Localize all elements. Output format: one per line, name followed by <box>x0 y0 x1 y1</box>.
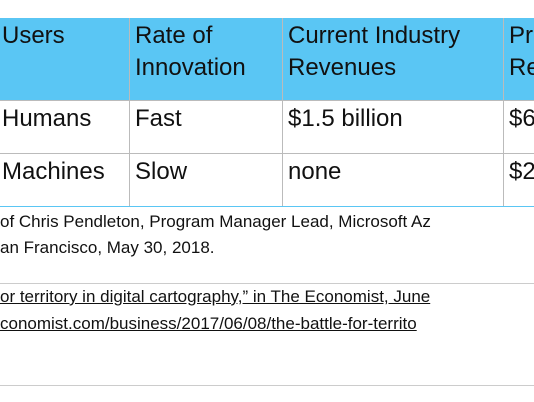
table-cell: $2 <box>504 154 534 207</box>
header-cell: Rate of Innovation <box>130 18 283 101</box>
header-text: Current Industry <box>288 22 461 49</box>
table-cell: Humans <box>0 101 130 154</box>
header-text: Revenues <box>288 54 397 81</box>
header-text: Re <box>509 54 534 81</box>
header-cell: Users <box>0 18 130 101</box>
table-cell: Machines <box>0 154 130 207</box>
separator <box>0 385 534 386</box>
table-cell: Slow <box>130 154 283 207</box>
note-line: an Francisco, May 30, 2018. <box>0 238 215 257</box>
table-cell: none <box>283 154 504 207</box>
separator <box>0 283 534 284</box>
table-cell: Fast <box>130 101 283 154</box>
header-text: Innovation <box>135 54 246 81</box>
link-line[interactable]: conomist.com/business/2017/06/08/the-bat… <box>0 314 417 333</box>
table-cell: $6 <box>504 101 534 154</box>
table-bottom-rule <box>0 206 534 207</box>
link-line[interactable]: or territory in digital cartography,” in… <box>0 287 431 306</box>
note-line: of Chris Pendleton, Program Manager Lead… <box>0 212 431 231</box>
header-text: Users <box>2 22 65 49</box>
header-text: Pr <box>509 22 533 49</box>
header-cell: Current Industry Revenues <box>283 18 504 101</box>
header-cell: Pr Re <box>504 18 534 101</box>
header-text: Rate of <box>135 22 213 49</box>
table-cell: $1.5 billion <box>283 101 504 154</box>
